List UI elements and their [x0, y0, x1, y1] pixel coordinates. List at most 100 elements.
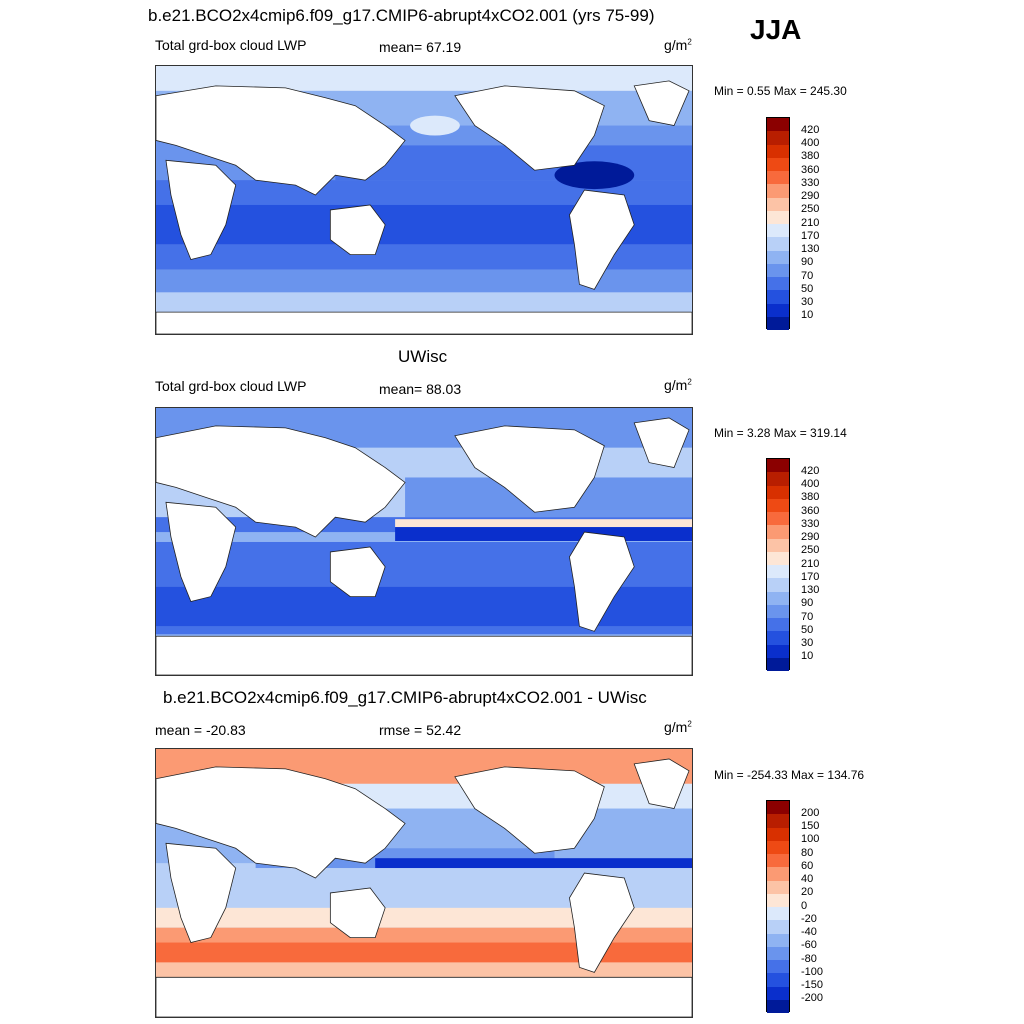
colorbar-tick-label: -40 [801, 926, 817, 938]
colorbar-tick-label: 420 [801, 123, 820, 136]
colorbar-swatch [767, 973, 789, 987]
colorbar-tick-label: 360 [801, 163, 820, 176]
colorbar-tick-label: 330 [801, 176, 820, 189]
colorbar-tick-label: 200 [801, 806, 820, 819]
colorbar-swatch [767, 512, 789, 526]
colorbar-tick-label: 30 [801, 296, 814, 308]
colorbar-swatch [767, 946, 789, 960]
colorbar-swatch [767, 498, 789, 512]
panel1-colorbar [766, 117, 790, 330]
panel1-map-svg [156, 66, 692, 334]
colorbar-tick-label: 40 [801, 873, 814, 885]
panel3-colorbar [766, 800, 790, 1013]
panel1-mean-label: mean= 67.19 [379, 39, 462, 55]
colorbar-tick-label: 50 [801, 623, 814, 636]
colorbar-tick-label: 70 [801, 269, 814, 282]
colorbar-tick-label: 0 [801, 899, 808, 912]
colorbar-swatch [767, 801, 789, 815]
colorbar-swatch [767, 157, 789, 171]
colorbar-tick-label: 130 [801, 584, 820, 596]
colorbar-tick-label: 50 [801, 282, 814, 295]
colorbar-swatch [767, 893, 789, 907]
colorbar-swatch [767, 290, 789, 304]
panel1-units-label: g/m2 [664, 37, 692, 53]
colorbar-tick-label: 150 [801, 820, 820, 832]
colorbar-tick-label: 90 [801, 256, 814, 269]
colorbar-swatch [767, 933, 789, 947]
colorbar-swatch [767, 591, 789, 605]
colorbar-tick-label: 360 [801, 504, 820, 517]
colorbar-tick-label: 330 [801, 517, 820, 530]
panel3-mean-label: mean = -20.83 [155, 722, 246, 738]
panel3-minmax: Min = -254.33 Max = 134.76 [714, 768, 865, 782]
colorbar-swatch [767, 485, 789, 499]
colorbar-swatch [767, 920, 789, 934]
colorbar-tick-label: 250 [801, 544, 820, 557]
colorbar-swatch [767, 316, 789, 330]
panel2-title: UWisc [398, 347, 448, 366]
panel1-title: b.e21.BCO2x4cmip6.f09_g17.CMIP6-abrupt4x… [148, 6, 655, 25]
colorbar-swatch [767, 986, 789, 1000]
colorbar-swatch [767, 197, 789, 211]
colorbar-swatch [767, 144, 789, 158]
colorbar-swatch [767, 303, 789, 317]
colorbar-swatch [767, 907, 789, 921]
colorbar-swatch [767, 224, 789, 238]
colorbar-tick-label: 210 [801, 557, 820, 570]
colorbar-tick-label: 250 [801, 203, 820, 216]
colorbar-swatch [767, 565, 789, 579]
panel2-map-svg [156, 408, 692, 675]
panel2-minmax: Min = 3.28 Max = 319.14 [714, 426, 847, 440]
colorbar-tick-label: 30 [801, 637, 814, 649]
colorbar-tick-label: 380 [801, 491, 820, 504]
colorbar-tick-label: 70 [801, 610, 814, 623]
panel2-units-label: g/m2 [664, 377, 692, 393]
colorbar-swatch [767, 237, 789, 251]
colorbar-tick-label: -20 [801, 912, 817, 925]
colorbar-tick-label: 170 [801, 570, 820, 583]
panel3-rmse-label: rmse = 52.42 [379, 722, 462, 738]
panel3-map-svg [156, 749, 692, 1017]
colorbar-swatch [767, 814, 789, 828]
colorbar-tick-label: 90 [801, 597, 814, 610]
colorbar-swatch [767, 538, 789, 552]
colorbar-swatch [767, 578, 789, 592]
colorbar-swatch [767, 277, 789, 291]
panel2-mean-label: mean= 88.03 [379, 381, 462, 397]
colorbar-tick-label: 130 [801, 243, 820, 255]
colorbar-swatch [767, 644, 789, 658]
colorbar-swatch [767, 880, 789, 894]
colorbar-swatch [767, 827, 789, 841]
colorbar-swatch [767, 631, 789, 645]
colorbar-tick-label: -200 [801, 992, 824, 1005]
colorbar-swatch [767, 854, 789, 868]
colorbar-swatch [767, 472, 789, 486]
colorbar-tick-label: 210 [801, 216, 820, 229]
panel2-variable-label: Total grd-box cloud LWP [155, 378, 307, 394]
colorbar-tick-label: 170 [801, 229, 820, 242]
panel3-units-label: g/m2 [664, 719, 692, 735]
panel3-map [155, 748, 693, 1018]
colorbar-tick-label: 400 [801, 137, 820, 149]
colorbar-tick-label: 20 [801, 886, 814, 899]
colorbar-swatch [767, 171, 789, 185]
colorbar-tick-label: 100 [801, 833, 820, 846]
colorbar-tick-label: 60 [801, 859, 814, 872]
colorbar-tick-label: 80 [801, 846, 814, 859]
colorbar-swatch [767, 118, 789, 132]
panel3-title: b.e21.BCO2x4cmip6.f09_g17.CMIP6-abrupt4x… [163, 688, 647, 707]
colorbar-swatch [767, 999, 789, 1013]
colorbar-tick-label: -150 [801, 979, 824, 991]
season-label: JJA [750, 14, 802, 45]
colorbar-swatch [767, 960, 789, 974]
colorbar-swatch [767, 250, 789, 264]
colorbar-tick-label: -80 [801, 952, 817, 965]
panel1-minmax: Min = 0.55 Max = 245.30 [714, 84, 847, 98]
colorbar-swatch [767, 459, 789, 473]
colorbar-swatch [767, 525, 789, 539]
colorbar-tick-label: 380 [801, 150, 820, 163]
colorbar-tick-label: -100 [801, 965, 824, 978]
colorbar-swatch [767, 551, 789, 565]
panel2-colorbar [766, 458, 790, 671]
colorbar-tick-label: 10 [801, 309, 814, 322]
